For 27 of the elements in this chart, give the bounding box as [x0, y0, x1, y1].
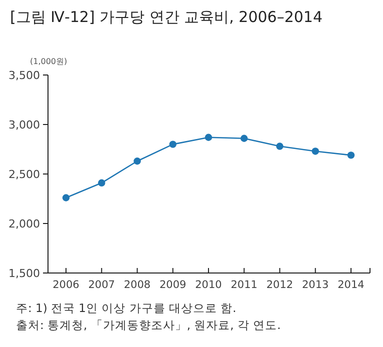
- chart-title: [그림 Ⅳ-12] 가구당 연간 교육비, 2006–2014: [10, 8, 323, 26]
- x-tick-label: 2011: [230, 279, 258, 291]
- point: [347, 152, 355, 159]
- x-tick-label: 2009: [160, 279, 186, 291]
- y-tick-label: 2,000: [8, 218, 40, 230]
- x-tick-label: 2013: [302, 279, 329, 291]
- source-note: 출처: 통계청, 「가계동향조사」, 원자료, 각 연도.: [16, 318, 281, 332]
- y-axis-title: (1,000원): [30, 57, 68, 66]
- point: [98, 179, 106, 187]
- point: [276, 142, 284, 150]
- point: [62, 194, 70, 202]
- x-tick-label: 2006: [52, 279, 80, 291]
- y-tick-label: 3,500: [8, 69, 40, 82]
- x-tick-label: 2008: [124, 279, 151, 291]
- y-tick-label: 1,500: [8, 267, 40, 280]
- text: 주: 1) 전국 1인 이상 가구를 대상으로 함.: [16, 301, 236, 315]
- x-tick-label: 2007: [88, 279, 115, 291]
- point: [169, 140, 176, 148]
- point: [204, 134, 212, 141]
- x-tick-label: 2012: [266, 279, 294, 291]
- point: [312, 148, 319, 155]
- y-tick-label: 3,000: [8, 118, 40, 132]
- x-tick-label: 2014: [338, 279, 365, 291]
- point: [240, 134, 248, 142]
- y-tick-label: 2,500: [8, 168, 40, 181]
- point: [134, 158, 141, 165]
- x-tick-label: 2010: [195, 279, 222, 291]
